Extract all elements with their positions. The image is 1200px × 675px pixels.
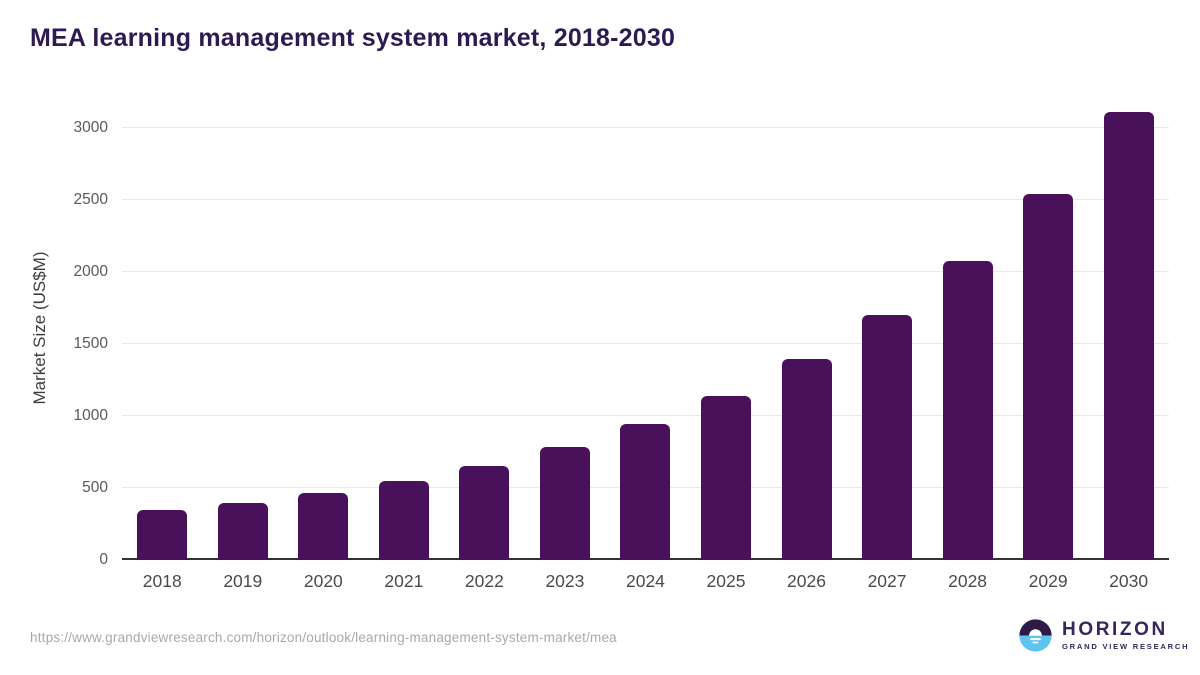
gridline-2000 — [122, 271, 1169, 272]
bar-slot-2022 — [444, 99, 525, 560]
x-tick-label-2026: 2026 — [787, 571, 826, 591]
bar-2025 — [700, 396, 751, 560]
icon-reflection-line-1 — [1030, 638, 1041, 641]
bar-slot-2028 — [927, 99, 1008, 560]
y-tick-label-3000: 3000 — [73, 119, 108, 136]
bar-slot-2021 — [364, 99, 445, 560]
bar-slot-2019 — [203, 99, 284, 560]
x-tick-label-2022: 2022 — [464, 571, 504, 591]
bar-slot-2027 — [847, 99, 928, 560]
horizon-sunrise-icon — [1019, 619, 1052, 652]
bar-slot-2023 — [525, 99, 606, 560]
logo-text: HORIZON GRAND VIEW RESEARCH — [1062, 620, 1189, 651]
bar-2026 — [781, 359, 832, 560]
bar-slot-2025 — [686, 99, 767, 560]
plot-area: 0 500 1000 1500 2000 2500 3000 2018 2019 2020 2021… — [74, 99, 1169, 591]
x-tick-label-2024: 2024 — [625, 571, 665, 591]
page-title: MEA learning management system market, 2… — [30, 24, 676, 52]
logo-brand-subtitle: GRAND VIEW RESEARCH — [1062, 641, 1190, 651]
bar-slot-2026 — [766, 99, 847, 560]
x-tick-label-2025: 2025 — [706, 571, 746, 591]
bar-2028 — [942, 261, 993, 560]
bar-slot-2024 — [605, 99, 686, 560]
icon-sky-half — [1019, 619, 1052, 636]
bar-2019 — [217, 503, 268, 560]
bar-slot-2029 — [1008, 99, 1089, 560]
bar-2024 — [620, 424, 671, 560]
x-tick-label-2030: 2030 — [1109, 571, 1149, 591]
bar-2029 — [1023, 194, 1074, 560]
gridline-2500 — [122, 199, 1169, 200]
source-url: https://www.grandviewresearch.com/horizo… — [30, 630, 617, 645]
x-tick-label-2020: 2020 — [303, 571, 343, 591]
y-tick-label-1000: 1000 — [73, 407, 108, 424]
gridline-1500 — [122, 343, 1169, 344]
x-tick-label-2018: 2018 — [142, 571, 182, 591]
y-axis-title: Market Size (US$M) — [30, 251, 49, 405]
bar-2027 — [862, 315, 913, 560]
y-tick-label-2500: 2500 — [73, 191, 108, 208]
x-tick-label-2028: 2028 — [948, 571, 988, 591]
x-tick-label-2023: 2023 — [545, 571, 585, 591]
bar-2020 — [298, 493, 349, 560]
x-axis-labels: 2018 2019 2020 2021 2022 2023 2024 2025 2026 2027… — [122, 571, 1169, 592]
logo-brand-name: HORIZON — [1062, 619, 1168, 641]
horizon-logo: HORIZON GRAND VIEW RESEARCH — [1018, 618, 1189, 653]
gridline-3000 — [122, 127, 1169, 128]
y-tick-label-0: 0 — [99, 551, 108, 568]
bar-2021 — [378, 481, 429, 560]
bar-slot-2018 — [122, 99, 203, 560]
bar-2030 — [1103, 112, 1154, 560]
y-tick-label-2000: 2000 — [73, 263, 108, 280]
x-tick-label-2027: 2027 — [867, 571, 907, 591]
icon-sun — [1029, 629, 1042, 636]
bar-2022 — [459, 466, 510, 560]
y-tick-label-1500: 1500 — [73, 335, 108, 352]
x-tick-label-2029: 2029 — [1028, 571, 1068, 591]
bar-2023 — [539, 447, 590, 560]
bar-2018 — [137, 510, 188, 560]
bars-layer — [122, 99, 1169, 560]
icon-reflection-line-2 — [1032, 641, 1039, 644]
bar-slot-2020 — [283, 99, 364, 560]
gridline-1000 — [122, 415, 1169, 416]
bar-slot-2030 — [1088, 99, 1169, 560]
icon-sea-half — [1019, 635, 1052, 652]
x-tick-label-2021: 2021 — [384, 571, 424, 591]
y-tick-label-500: 500 — [82, 479, 108, 496]
x-tick-label-2019: 2019 — [223, 571, 263, 591]
